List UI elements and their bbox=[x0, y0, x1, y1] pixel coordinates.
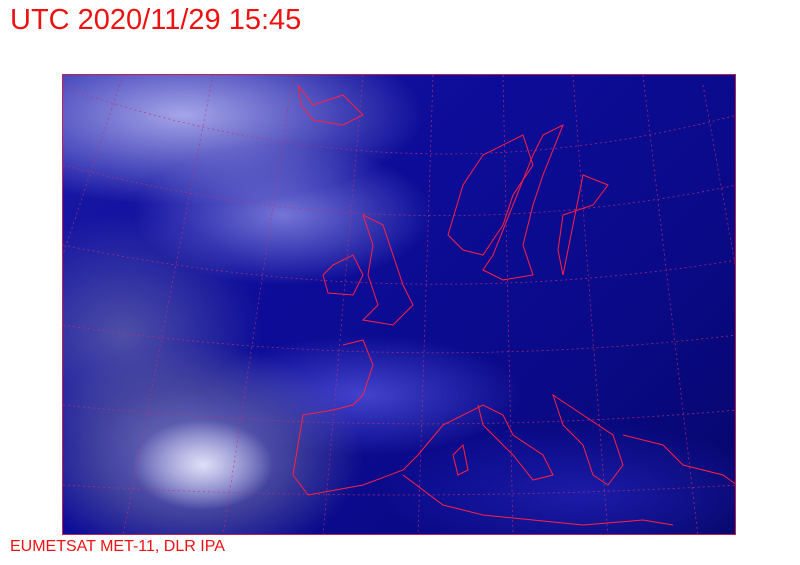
image-credit: EUMETSAT MET-11, DLR IPA bbox=[10, 538, 225, 555]
coastlines bbox=[292, 84, 735, 526]
map-overlay bbox=[63, 75, 735, 534]
satellite-image bbox=[62, 74, 736, 535]
timestamp-title: UTC 2020/11/29 15:45 bbox=[10, 4, 302, 36]
graticule bbox=[63, 75, 735, 534]
